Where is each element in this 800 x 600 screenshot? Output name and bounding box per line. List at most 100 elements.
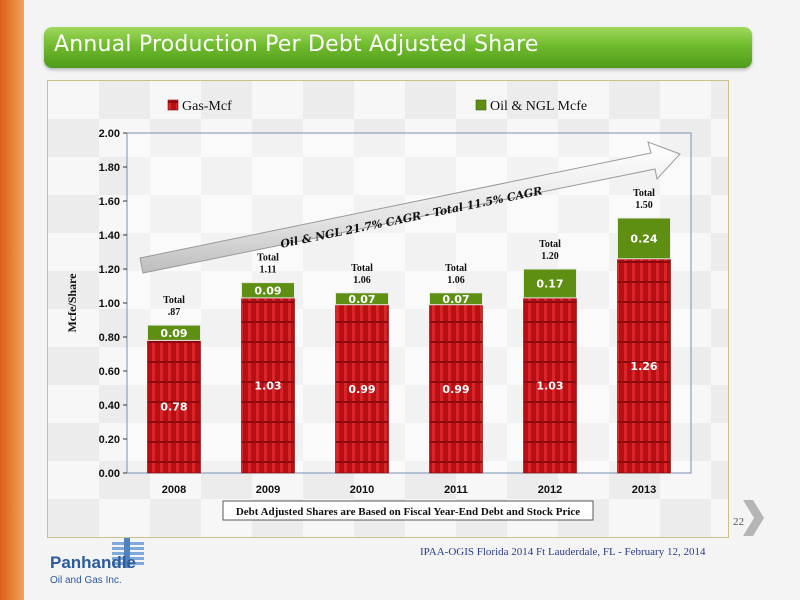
bg-tile [354,81,405,119]
logo-graphic: Panhandle Oil and Gas Inc. [50,538,144,586]
bg-tile [303,119,354,157]
total-value-2008: .87 [168,307,181,318]
bg-tile [456,233,507,271]
bar-gas-2010 [335,304,389,474]
x-tick-label: 2008 [162,484,186,496]
bar-oil-2008 [147,324,201,341]
x-tick-label: 2012 [538,484,562,496]
bg-tile [354,233,405,271]
bar-gas-2012 [523,297,577,474]
data-label-oil-2013: 0.24 [630,232,657,245]
bg-tile [48,461,99,499]
chart-panel: Gas-Mcf Oil & NGL Mcfe 0.00 0.20 0.40 0.60 0… [47,80,729,538]
x-tick-label: 2013 [632,484,656,496]
bar-oil-2013 [617,217,671,260]
legend-label-oil: Oil & NGL Mcfe [490,99,587,114]
x-tick-label: 2010 [350,484,374,496]
bg-tile [150,157,201,195]
y-tick-label: 0.20 [99,434,120,446]
data-label-gas-2008: 0.78 [160,401,187,414]
bg-tile [609,499,660,537]
total-value-2012: 1.20 [541,251,559,262]
bg-tile [711,347,728,385]
bg-tile [558,81,609,119]
bar-gas-2008 [147,340,201,474]
bg-tile [711,423,728,461]
bg-tile [252,157,303,195]
total-label-2012: Total [539,239,561,250]
total-label-2008: Total [163,295,185,306]
total-label-2010: Total [351,263,373,274]
bg-tile [48,385,99,423]
y-tick-label: 0.80 [99,332,120,344]
y-axis: 0.00 0.20 0.40 0.60 0.80 1.00 1.20 1.40 1.60 1.80… [99,128,127,480]
y-tick-label: 1.00 [99,298,120,310]
logo-name: Panhandle [50,553,136,572]
data-label-oil-2012: 0.17 [536,277,563,290]
y-tick-label: 1.60 [99,196,120,208]
total-label-2013: Total [633,188,655,199]
bg-tile [48,157,99,195]
bg-tile [48,81,99,119]
data-label-gas-2011: 0.99 [442,383,469,396]
x-axis: 2008 2009 2010 2011 2012 2013 [162,484,656,496]
bar-oil-2012 [523,268,577,299]
chevron-right-icon[interactable] [740,498,766,538]
y-tick-label: 1.20 [99,264,120,276]
bar-gas-2011 [429,304,483,474]
y-tick-label: 0.00 [99,468,120,480]
data-label-gas-2013: 1.26 [630,360,657,373]
trend-arrow-shape [139,141,681,274]
bg-tile [201,119,252,157]
left-accent-stripe [0,0,24,600]
data-label-gas-2012: 1.03 [536,379,563,392]
y-tick-label: 2.00 [99,128,120,140]
bars: 0.780.09Total.871.030.09Total1.110.990.0… [147,188,671,474]
legend: Gas-Mcf Oil & NGL Mcfe [167,99,587,114]
x-tick-label: 2009 [256,484,280,496]
bg-tile [405,119,456,157]
bar-oil-2009 [241,282,295,299]
bg-tile [252,81,303,119]
data-label-oil-2009: 0.09 [254,284,281,297]
bg-tile [99,499,150,537]
footer-event-text: IPAA-OGIS Florida 2014 Ft Lauderdale, FL… [420,546,706,558]
total-label-2009: Total [257,253,279,264]
bg-tile [201,195,252,233]
total-value-2009: 1.11 [260,265,277,276]
x-tick-label: 2011 [444,484,468,496]
total-label-2011: Total [445,263,467,274]
title-bar: Annual Production Per Debt Adjusted Shar… [44,27,752,68]
data-label-oil-2010: 0.07 [348,293,375,306]
bg-tile [711,195,728,233]
y-tick-label: 1.40 [99,230,120,242]
legend-label-gas: Gas-Mcf [182,99,232,114]
slide-title: Annual Production Per Debt Adjusted Shar… [54,32,539,57]
bg-tile [354,157,405,195]
logo-subtitle: Oil and Gas Inc. [50,575,122,586]
y-axis-label: Mcfe/Share [65,273,79,333]
bg-tile [99,423,150,461]
bg-tile [711,499,728,537]
bg-tile [711,119,728,157]
page-number: 22 [733,516,744,528]
bg-tile [48,309,99,347]
bg-tile [558,233,609,271]
bar-oil-2010 [335,292,389,306]
total-value-2013: 1.50 [635,200,653,211]
bg-tile [660,81,711,119]
y-tick-label: 0.40 [99,400,120,412]
total-value-2010: 1.06 [353,275,371,286]
y-tick-label: 1.80 [99,162,120,174]
data-label-oil-2011: 0.07 [442,293,469,306]
data-label-gas-2010: 0.99 [348,383,375,396]
bar-gas-2013 [617,258,671,474]
data-label-gas-2009: 1.03 [254,379,281,392]
legend-swatch-gas [167,99,179,111]
y-tick-label: 0.60 [99,366,120,378]
data-label-oil-2008: 0.09 [160,327,187,340]
legend-swatch-oil [475,99,487,111]
footnote-text: Debt Adjusted Shares are Based on Fiscal… [236,506,580,518]
panhandle-logo-icon: Panhandle Oil and Gas Inc. [50,538,150,590]
bar-oil-2011 [429,292,483,306]
